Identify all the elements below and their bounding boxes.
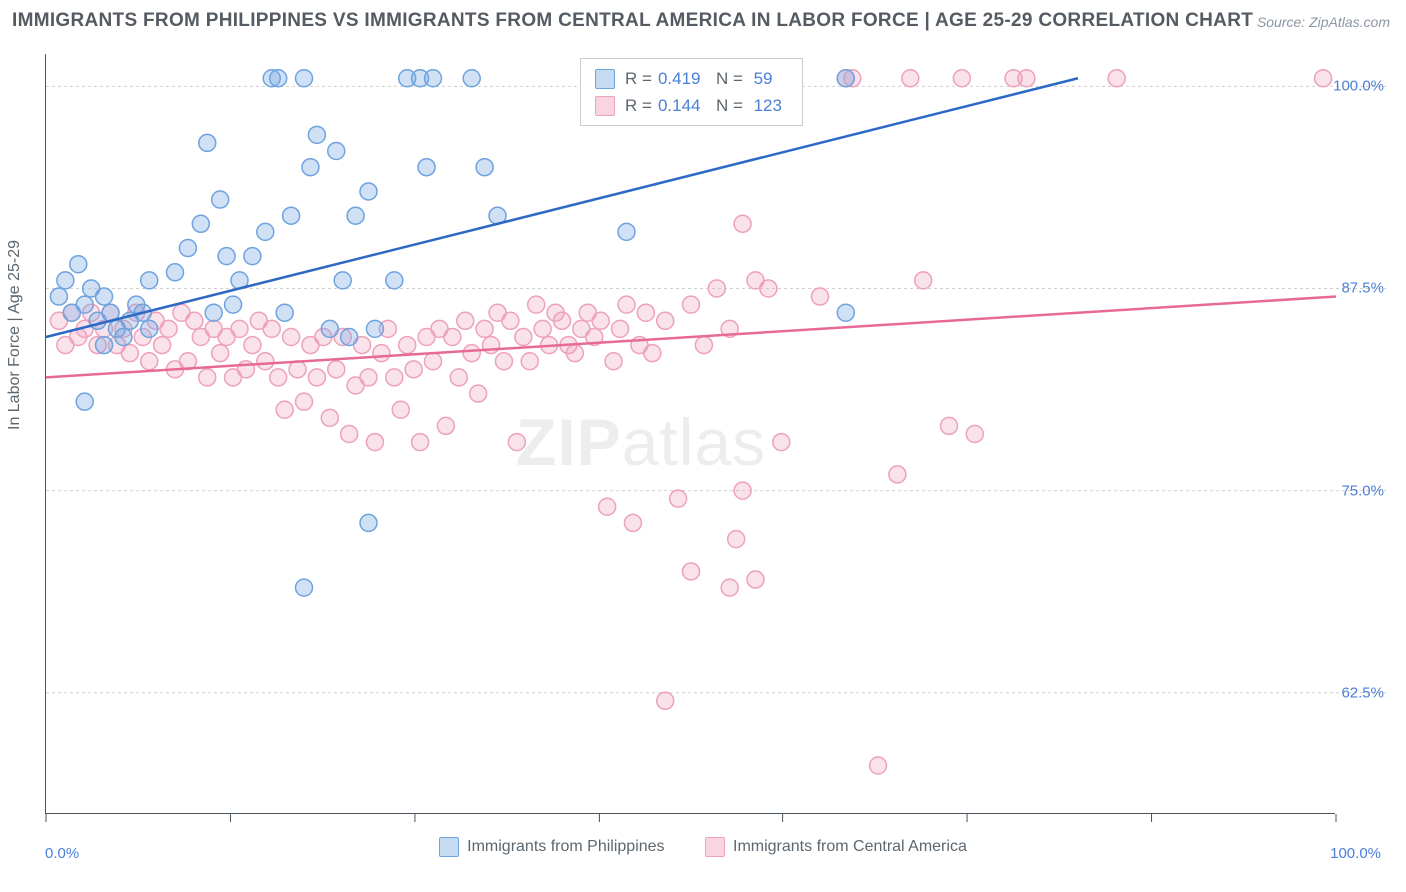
legend-swatch-pink <box>705 837 725 857</box>
y-axis-label: In Labor Force | Age 25-29 <box>6 240 24 430</box>
correlation-stats-box: R =0.419 N = 59R =0.144 N = 123 <box>580 58 803 126</box>
legend-label: Immigrants from Philippines <box>467 838 664 856</box>
stats-swatch <box>595 69 615 89</box>
y-tick-label: 75.0% <box>1341 482 1384 499</box>
y-tick-label: 87.5% <box>1341 280 1384 297</box>
stats-row: R =0.144 N = 123 <box>595 92 788 119</box>
legend-swatch-blue <box>439 837 459 857</box>
legend-item-central-america: Immigrants from Central America <box>705 837 967 857</box>
y-tick-label: 62.5% <box>1341 684 1384 701</box>
stats-swatch <box>595 96 615 116</box>
source-attribution: Source: ZipAtlas.com <box>1257 14 1390 30</box>
chart-title: IMMIGRANTS FROM PHILIPPINES VS IMMIGRANT… <box>12 10 1253 32</box>
chart-container: IMMIGRANTS FROM PHILIPPINES VS IMMIGRANT… <box>0 0 1406 892</box>
legend: Immigrants from Philippines Immigrants f… <box>0 837 1406 862</box>
y-tick-label: 100.0% <box>1333 78 1384 95</box>
legend-label: Immigrants from Central America <box>733 838 967 856</box>
stats-row: R =0.419 N = 59 <box>595 65 788 92</box>
plot-svg <box>46 54 1335 813</box>
plot-area: ZIPatlas R =0.419 N = 59R =0.144 N = 123 <box>45 54 1335 814</box>
legend-item-philippines: Immigrants from Philippines <box>439 837 664 857</box>
